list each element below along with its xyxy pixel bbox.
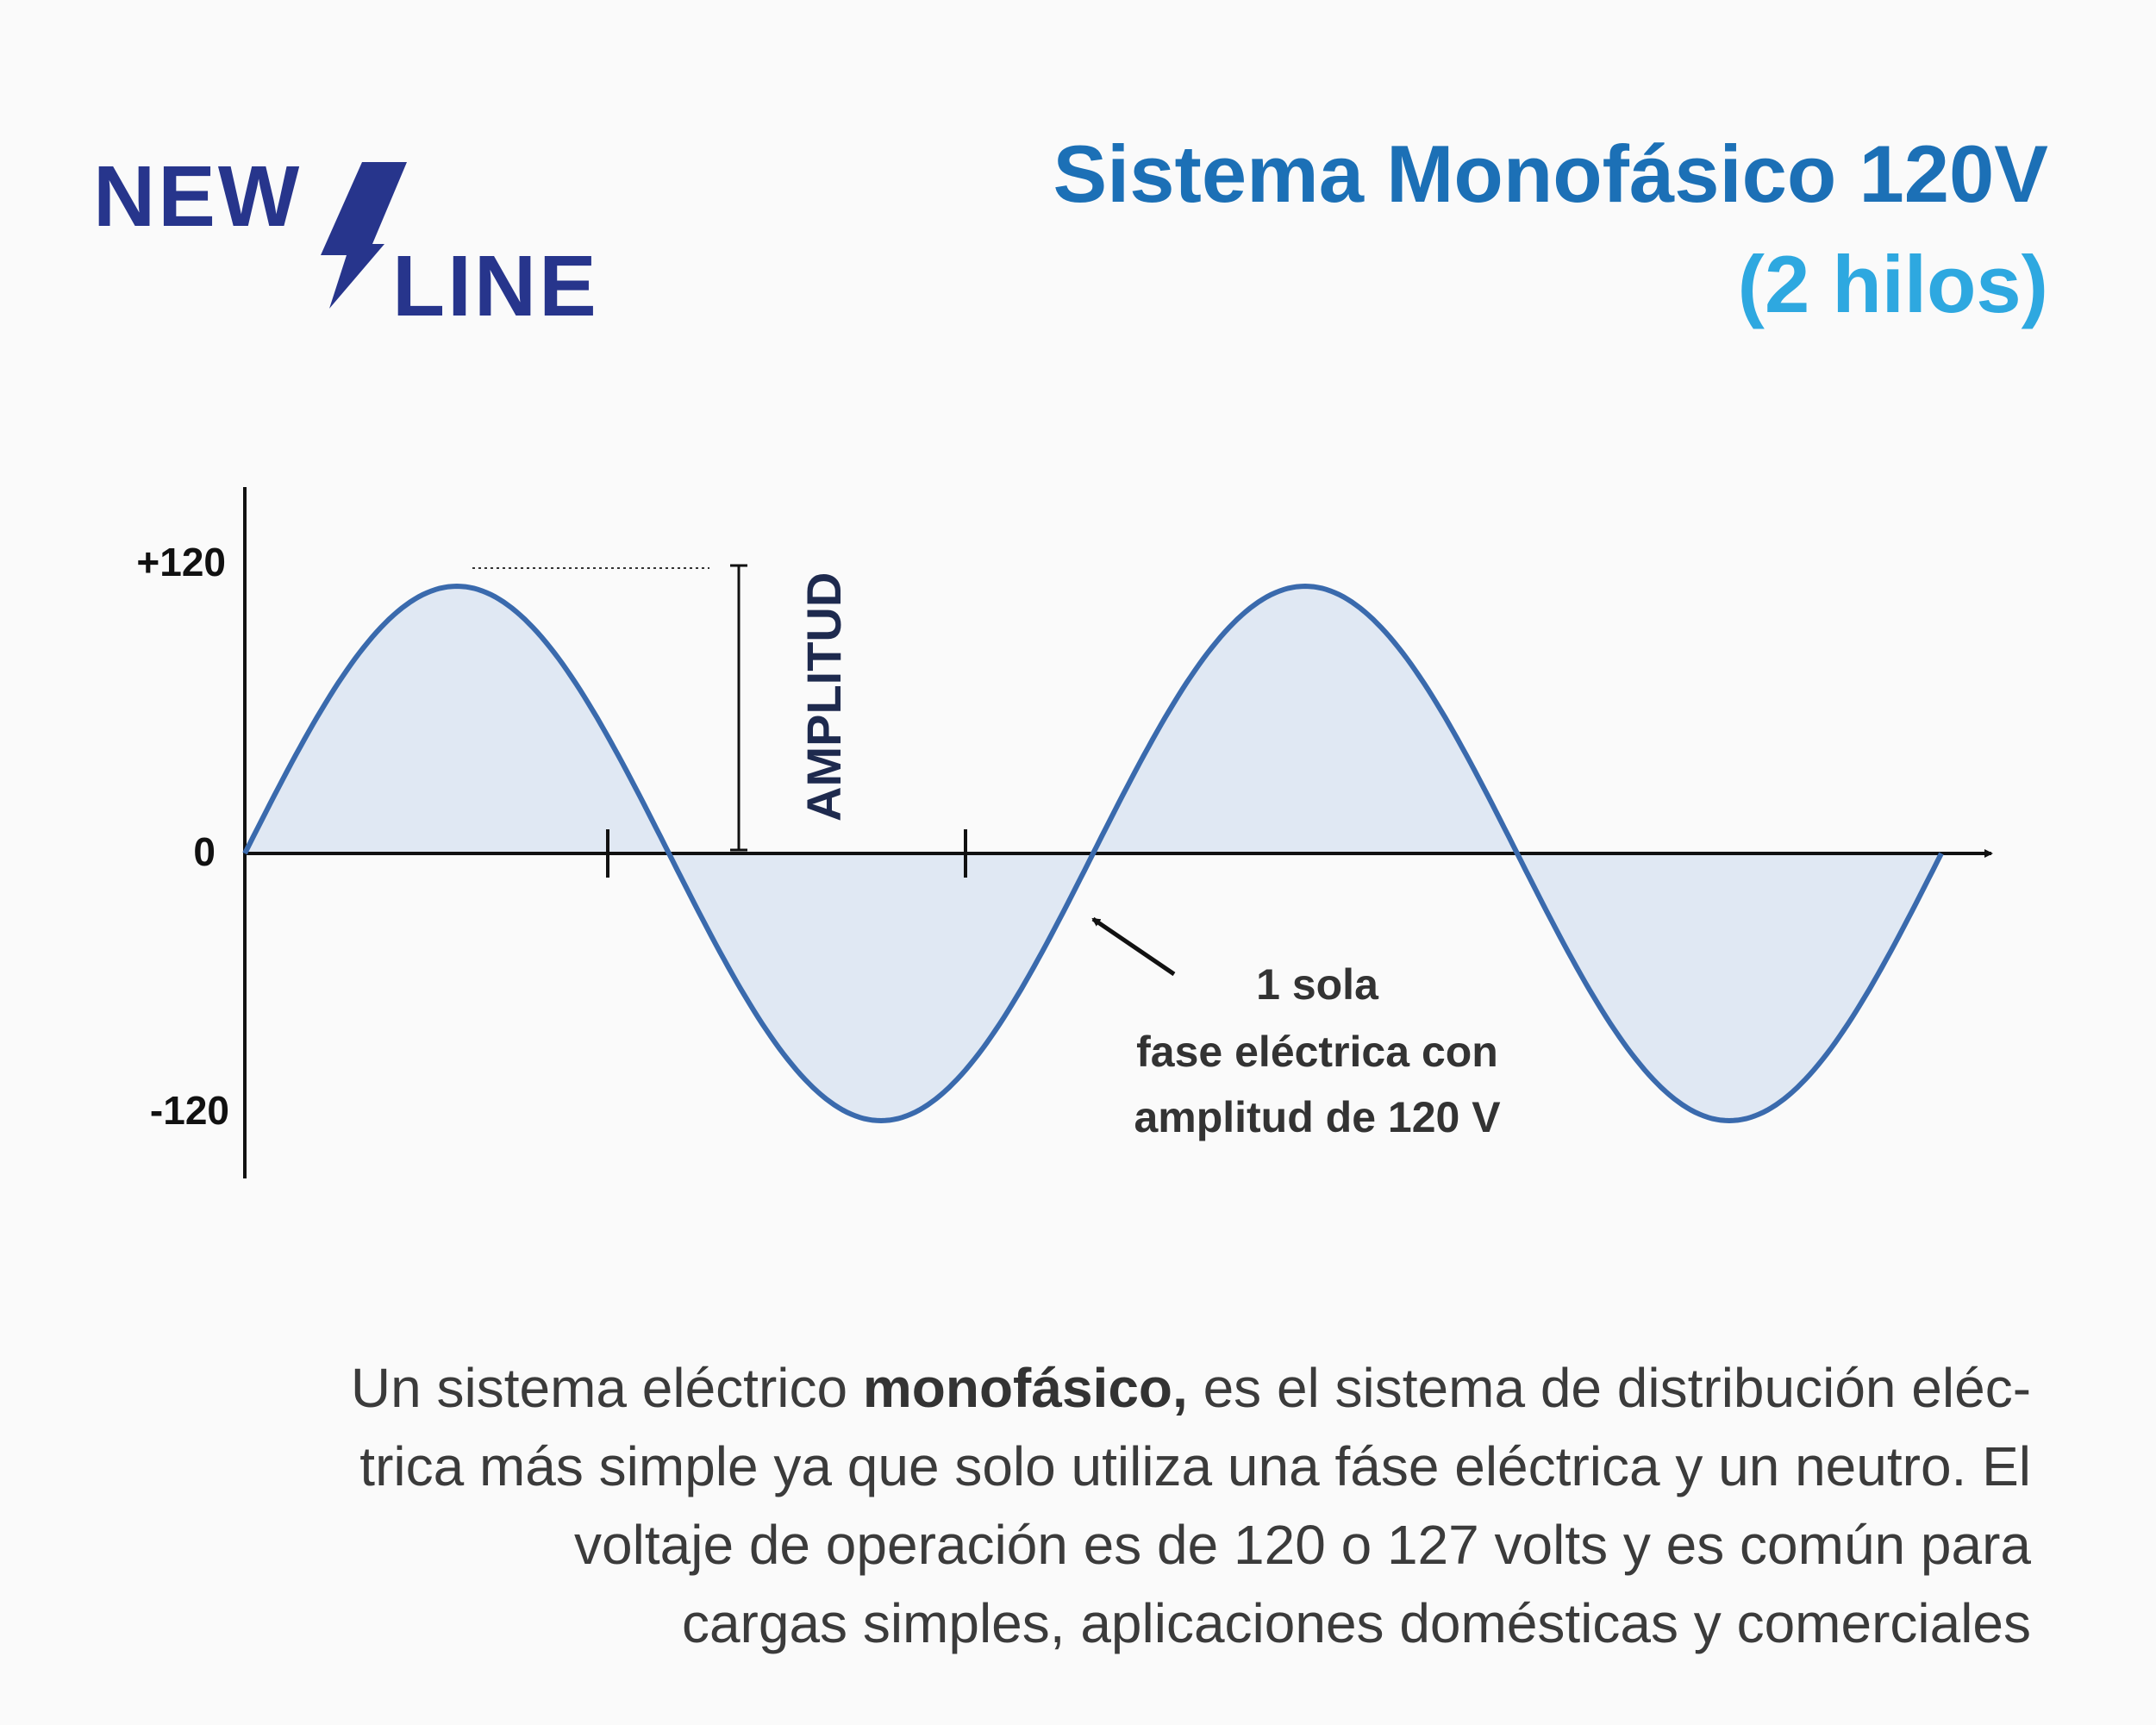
description-text: trica más simple ya que solo utiliza una… <box>359 1435 2031 1497</box>
annotation-line-1: 1 sola <box>1256 960 1379 1009</box>
annotation-line-3: amplitud de 120 V <box>1134 1093 1501 1141</box>
annotation-arrow <box>1091 916 1176 977</box>
y-tick-label: 0 <box>193 829 216 874</box>
description-text: voltaje de operación es de 120 o 127 vol… <box>574 1514 2031 1576</box>
sine-wave-curve <box>242 583 1944 1124</box>
y-tick-label: +120 <box>136 540 226 584</box>
sine-wave-diagram: AMPLITUD +120 0 -120 1 sola fase eléctri… <box>136 487 1993 1178</box>
brand-logo: NEW LINE <box>86 138 621 336</box>
page-subtitle: (2 hilos) <box>1737 239 2048 329</box>
lightning-bolt-icon <box>321 162 407 309</box>
description-text: cargas simples, aplicaciones domésticas … <box>681 1592 2031 1654</box>
y-tick-label: -120 <box>150 1088 229 1133</box>
page-title: Sistema Monofásico 120V <box>1053 128 2048 219</box>
description-paragraph: Un sistema eléctrico monofásico, es el s… <box>152 1349 2031 1663</box>
logo-word-new: NEW <box>93 148 303 245</box>
description-text: Un sistema eléctrico <box>350 1357 863 1419</box>
description-text: es el sistema de distribución eléc- <box>1187 1357 2031 1419</box>
description-bold: monofásico, <box>862 1357 1188 1419</box>
logo-word-line: LINE <box>392 238 599 334</box>
annotation-line-2: fase eléctrica con <box>1136 1028 1498 1076</box>
amplitude-label: AMPLITUD <box>797 572 851 822</box>
